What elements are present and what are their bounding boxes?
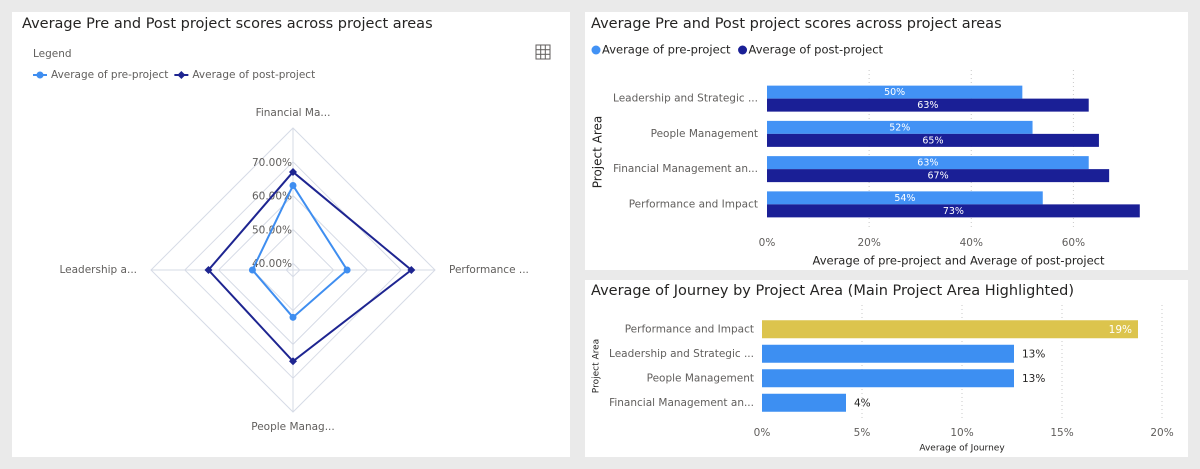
point [204, 266, 213, 274]
x-tick-label: 5% [854, 427, 871, 439]
point [289, 357, 297, 366]
value-label: 54% [894, 193, 915, 204]
point [343, 266, 351, 274]
x-tick-label: 10% [950, 427, 973, 439]
bar [767, 85, 1023, 99]
point [407, 266, 416, 274]
legend-title: Legend [33, 48, 72, 60]
bar [762, 369, 1014, 388]
axis-label: Financial Ma... [256, 107, 331, 119]
panel [12, 12, 570, 457]
legend-marker [177, 71, 186, 79]
x-tick-label: 20% [857, 237, 880, 249]
y-tick-label: Leadership and Strategic ... [609, 348, 754, 360]
value-label: 4% [854, 397, 871, 409]
bar [762, 393, 846, 412]
y-axis-label: Project Area [591, 116, 605, 189]
point [289, 313, 297, 321]
r-tick-label: 40.00% [252, 258, 292, 270]
chart-title: Average Pre and Post project scores acro… [591, 16, 1002, 32]
bar [762, 344, 1014, 363]
y-tick-label: Performance and Impact [625, 323, 754, 335]
bar [767, 120, 1033, 134]
value-label: 63% [917, 158, 938, 169]
r-tick-label: 70.00% [252, 157, 292, 169]
chart-title: Average Pre and Post project scores acro… [22, 16, 433, 32]
legend-label: Average of pre-project [602, 43, 731, 57]
panel [585, 280, 1188, 457]
point [289, 167, 297, 176]
x-axis-label: Average of pre-project and Average of po… [813, 254, 1105, 268]
bar [767, 156, 1089, 170]
y-tick-label: Performance and Impact [629, 198, 758, 210]
bar [767, 169, 1110, 183]
axis-label: Performance ... [449, 264, 529, 276]
value-label: 52% [889, 122, 910, 133]
legend-marker [738, 45, 748, 55]
y-axis-label: Project Area [592, 339, 602, 393]
legend-label: Average of pre-project [51, 69, 168, 81]
y-tick-label: People Management [651, 128, 758, 140]
value-label: 65% [922, 135, 943, 146]
x-tick-label: 40% [960, 237, 983, 249]
axis-label: People Manag... [251, 421, 334, 433]
x-tick-label: 15% [1050, 427, 1073, 439]
bar [767, 98, 1089, 112]
value-label: 67% [928, 171, 949, 182]
bar [767, 204, 1140, 218]
legend-marker [36, 71, 44, 79]
point [289, 181, 297, 189]
y-tick-label: Financial Management an... [609, 397, 754, 409]
legend-label: Average of post-project [192, 69, 315, 81]
value-label: 19% [1109, 324, 1132, 336]
legend-label: Average of post-project [749, 43, 884, 57]
axis-label: Leadership a... [60, 264, 138, 276]
table-icon[interactable] [535, 44, 551, 60]
bar [762, 320, 1138, 339]
value-label: 73% [943, 206, 964, 217]
legend-marker [591, 45, 601, 55]
bar [767, 191, 1043, 205]
point [248, 266, 256, 274]
x-tick-label: 0% [759, 237, 776, 249]
bar [767, 133, 1099, 147]
value-label: 63% [917, 100, 938, 111]
x-tick-label: 0% [754, 427, 771, 439]
chart-title: Average of Journey by Project Area (Main… [591, 283, 1074, 299]
value-label: 13% [1022, 348, 1045, 360]
x-tick-label: 20% [1150, 427, 1173, 439]
value-label: 50% [884, 87, 905, 98]
x-axis-label: Average of Journey [919, 444, 1005, 454]
x-tick-label: 60% [1062, 237, 1085, 249]
y-tick-label: People Management [647, 372, 754, 384]
y-tick-label: Leadership and Strategic ... [613, 93, 758, 105]
y-tick-label: Financial Management an... [613, 163, 758, 175]
value-label: 13% [1022, 373, 1045, 385]
